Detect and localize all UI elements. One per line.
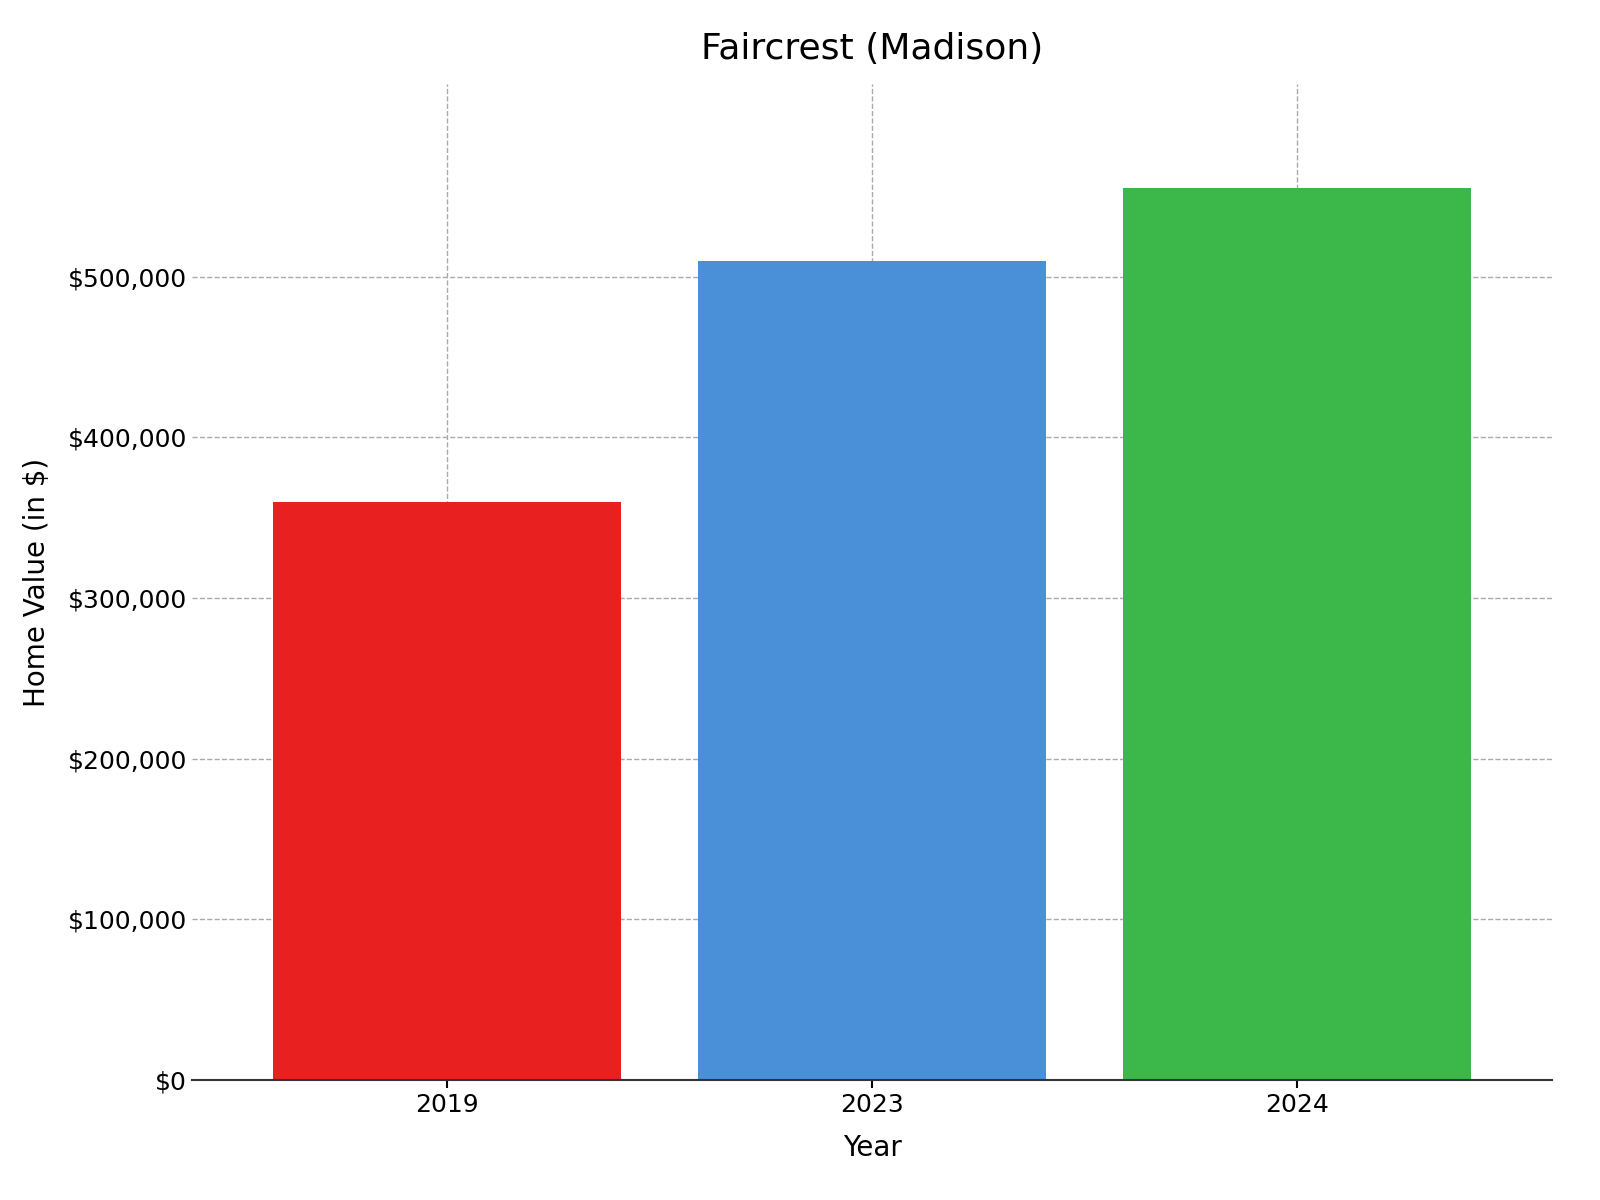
Bar [1123, 188, 1472, 1080]
Bar [272, 502, 621, 1080]
Y-axis label: Home Value (in $): Home Value (in $) [22, 457, 51, 707]
Bar [698, 260, 1046, 1080]
Title: Faircrest (Madison): Faircrest (Madison) [701, 32, 1043, 66]
X-axis label: Year: Year [843, 1134, 901, 1162]
